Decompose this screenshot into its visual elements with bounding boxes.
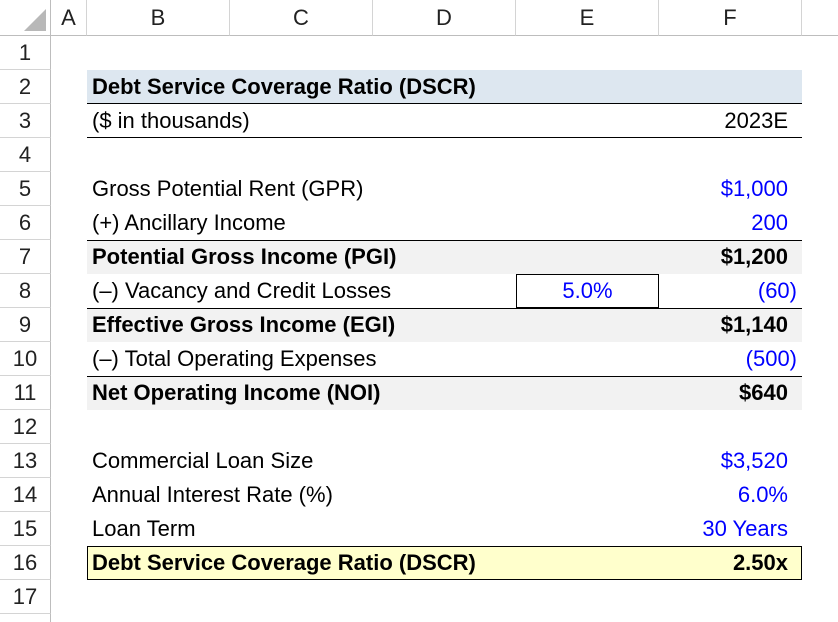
row-header-9[interactable]: 9	[0, 308, 51, 342]
row-header-10[interactable]: 10	[0, 342, 51, 376]
row-header-12[interactable]: 12	[0, 410, 51, 444]
noi-value[interactable]: $640	[739, 380, 788, 405]
vacancy-rate-input[interactable]: 5.0%	[516, 274, 659, 308]
pgi-top-rule	[87, 240, 802, 241]
row-header-2[interactable]: 2	[0, 70, 51, 104]
row-header-13[interactable]: 13	[0, 444, 51, 478]
row-header-16[interactable]: 16	[0, 546, 51, 580]
dscr-value[interactable]: 2.50x	[732, 550, 788, 575]
vacancy-value[interactable]: (60)	[757, 278, 797, 303]
column-header-b[interactable]: B	[87, 0, 230, 36]
loan-size-value[interactable]: $3,520	[720, 448, 788, 473]
row-header-7[interactable]: 7	[0, 240, 51, 274]
noi-top-rule	[87, 376, 802, 377]
model-title[interactable]: Debt Service Coverage Ratio (DSCR)	[92, 74, 476, 99]
column-header-a[interactable]: A	[51, 0, 87, 36]
row-header-18-partial[interactable]	[0, 614, 51, 622]
year-label[interactable]: 2023E	[724, 108, 788, 133]
select-all-icon	[24, 9, 46, 31]
column-header-c[interactable]: C	[230, 0, 373, 36]
gpr-value[interactable]: $1,000	[720, 176, 788, 201]
egi-label[interactable]: Effective Gross Income (EGI)	[92, 312, 396, 337]
row-header-1[interactable]: 1	[0, 36, 51, 70]
pgi-value[interactable]: $1,200	[720, 244, 788, 269]
loan-term-label[interactable]: Loan Term	[92, 516, 196, 541]
vacancy-label[interactable]: (–) Vacancy and Credit Losses	[92, 278, 392, 303]
title-band	[87, 70, 802, 104]
egi-value[interactable]: $1,140	[720, 312, 788, 337]
opex-label[interactable]: (–) Total Operating Expenses	[92, 346, 377, 371]
interest-rate-value[interactable]: 6.0%	[737, 482, 788, 507]
title-rule	[87, 103, 802, 104]
units-rule	[87, 137, 802, 138]
egi-band	[87, 309, 802, 342]
ancillary-value[interactable]: 200	[751, 210, 788, 235]
pgi-label[interactable]: Potential Gross Income (PGI)	[92, 244, 397, 269]
column-header-d[interactable]: D	[373, 0, 516, 36]
dscr-label[interactable]: Debt Service Coverage Ratio (DSCR)	[92, 550, 476, 575]
row-header-6[interactable]: 6	[0, 206, 51, 240]
loan-term-value[interactable]: 30 Years	[702, 516, 788, 541]
ancillary-label[interactable]: (+) Ancillary Income	[92, 210, 286, 235]
opex-value[interactable]: (500)	[745, 346, 797, 371]
row-header-5[interactable]: 5	[0, 172, 51, 206]
dscr-band	[87, 546, 802, 580]
column-header-e[interactable]: E	[516, 0, 659, 36]
units-label[interactable]: ($ in thousands)	[92, 108, 250, 133]
select-all-corner[interactable]	[0, 0, 51, 36]
row-header-14[interactable]: 14	[0, 478, 51, 512]
interest-rate-label[interactable]: Annual Interest Rate (%)	[92, 482, 333, 507]
egi-top-rule	[87, 308, 802, 309]
row-header-15[interactable]: 15	[0, 512, 51, 546]
column-header-g-partial[interactable]	[802, 0, 838, 36]
row-header-8[interactable]: 8	[0, 274, 51, 308]
row-header-11[interactable]: 11	[0, 376, 51, 410]
column-header-f[interactable]: F	[659, 0, 802, 36]
gpr-label[interactable]: Gross Potential Rent (GPR)	[92, 176, 364, 201]
noi-label[interactable]: Net Operating Income (NOI)	[92, 380, 381, 405]
pgi-band	[87, 241, 802, 274]
row-header-3[interactable]: 3	[0, 104, 51, 138]
noi-band	[87, 377, 802, 410]
loan-size-label[interactable]: Commercial Loan Size	[92, 448, 314, 473]
row-header-17[interactable]: 17	[0, 580, 51, 614]
row-header-4[interactable]: 4	[0, 138, 51, 172]
